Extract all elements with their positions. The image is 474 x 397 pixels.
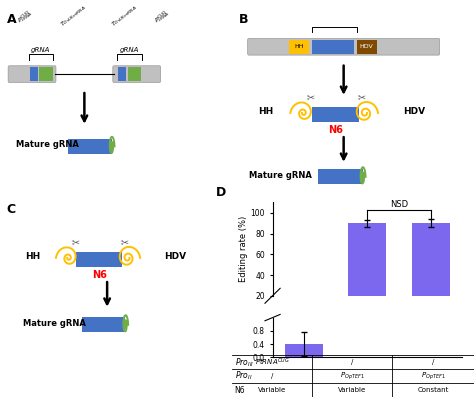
Bar xyxy=(68,139,112,154)
Bar xyxy=(348,223,386,316)
Text: $T_{OsU6mRNA}$: $T_{OsU6mRNA}$ xyxy=(109,3,139,29)
Y-axis label: Editing rate (%): Editing rate (%) xyxy=(238,216,247,282)
Text: HDV: HDV xyxy=(360,44,374,49)
Bar xyxy=(82,317,125,332)
Text: ✂: ✂ xyxy=(71,238,79,248)
Text: HH: HH xyxy=(294,44,304,49)
Bar xyxy=(311,40,354,54)
Bar xyxy=(39,67,53,81)
Text: Constant: Constant xyxy=(417,387,448,393)
Text: /: / xyxy=(271,373,273,379)
Text: A: A xyxy=(7,12,16,25)
Bar xyxy=(285,344,323,357)
Text: $P_{tRNA}^{CUG}$: $P_{tRNA}^{CUG}$ xyxy=(153,8,172,26)
Bar xyxy=(118,67,127,81)
Text: gRNA: gRNA xyxy=(31,47,50,53)
Text: $PtRNA^{CUG}$: $PtRNA^{CUG}$ xyxy=(255,357,290,368)
Bar xyxy=(311,107,359,122)
Text: $T_{OsU6mRNA}$: $T_{OsU6mRNA}$ xyxy=(58,3,88,29)
Bar xyxy=(128,67,141,81)
Text: N6: N6 xyxy=(328,125,343,135)
Text: Mature gRNA: Mature gRNA xyxy=(16,141,79,149)
Text: HDV: HDV xyxy=(403,107,425,116)
Text: Variable: Variable xyxy=(338,387,366,393)
Text: /: / xyxy=(432,359,434,365)
Text: D: D xyxy=(216,186,226,198)
Text: gRNA: gRNA xyxy=(120,47,139,53)
Text: NSD: NSD xyxy=(390,200,408,209)
Text: ✂: ✂ xyxy=(357,92,365,102)
Bar xyxy=(356,40,377,54)
FancyBboxPatch shape xyxy=(247,39,439,55)
Text: Variable: Variable xyxy=(258,387,286,393)
Text: Mature gRNA: Mature gRNA xyxy=(249,171,312,180)
Text: HDV: HDV xyxy=(164,252,186,261)
Bar xyxy=(411,223,449,316)
Bar xyxy=(76,252,122,267)
Text: HH: HH xyxy=(25,252,40,261)
Text: ✂: ✂ xyxy=(306,92,315,102)
Text: HH: HH xyxy=(258,107,273,116)
Text: Mature gRNA: Mature gRNA xyxy=(23,319,86,328)
FancyBboxPatch shape xyxy=(8,66,56,83)
Text: /: / xyxy=(351,359,353,365)
Text: N6: N6 xyxy=(235,385,246,395)
FancyBboxPatch shape xyxy=(113,66,161,83)
Text: Pro$_{II}$: Pro$_{II}$ xyxy=(235,370,252,382)
Bar xyxy=(30,67,38,81)
Text: N6: N6 xyxy=(92,270,107,279)
Text: ✂: ✂ xyxy=(120,238,128,248)
Bar xyxy=(318,169,363,185)
Text: $P_{OpTEF1}$: $P_{OpTEF1}$ xyxy=(420,370,445,382)
Text: B: B xyxy=(239,12,248,25)
Text: Pro$_{III}$: Pro$_{III}$ xyxy=(235,356,254,368)
Text: $P_{OpTEF1}$: $P_{OpTEF1}$ xyxy=(339,370,365,382)
Bar xyxy=(289,40,309,54)
Text: $P_{tRNA}^{CUG}$: $P_{tRNA}^{CUG}$ xyxy=(15,8,35,26)
Text: C: C xyxy=(7,203,16,216)
